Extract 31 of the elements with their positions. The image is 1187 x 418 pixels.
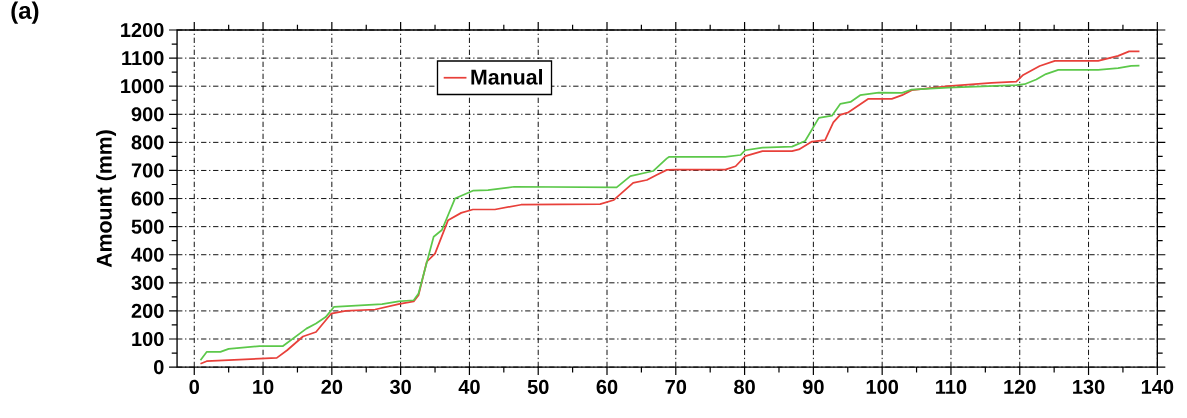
y-tick-label: 600 (131, 191, 164, 206)
x-tick-label: 100 (866, 379, 899, 394)
x-tick-label: 40 (458, 379, 480, 394)
x-tick-label: 130 (1073, 379, 1105, 394)
x-tick-label: 70 (665, 379, 687, 394)
x-tick-label: 0 (189, 379, 199, 394)
x-tick-label: 140 (1141, 379, 1174, 394)
y-tick-label: 700 (131, 163, 164, 178)
y-tick-label: 1000 (121, 79, 164, 94)
x-tick-label: 110 (936, 379, 967, 394)
y-tick-label: 100 (132, 331, 164, 347)
x-tick-label: 120 (1004, 379, 1036, 394)
x-tick-label: 20 (321, 379, 343, 394)
x-tick-label: 90 (802, 379, 824, 394)
chart-title: (a) (11, 1, 39, 24)
x-tick-label: 30 (389, 379, 411, 394)
x-tick-label: 50 (527, 379, 549, 394)
y-tick-label: 400 (131, 247, 164, 262)
y-tick-label: 1100 (122, 50, 164, 66)
y-tick-label: 900 (131, 107, 164, 122)
y-tick-label: 200 (131, 303, 164, 318)
x-tick-label: 60 (596, 379, 618, 394)
y-tick-label: 300 (131, 275, 164, 290)
y-tick-label: 0 (154, 359, 164, 375)
legend-label: Manual (471, 68, 542, 85)
y-axis-title: Amount (mm) (96, 130, 117, 268)
x-tick-label: 80 (734, 379, 755, 394)
y-tick-label: 800 (131, 135, 164, 150)
y-tick-label: 1200 (121, 22, 164, 38)
x-tick-label: 10 (253, 379, 274, 394)
y-tick-label: 500 (131, 219, 164, 234)
